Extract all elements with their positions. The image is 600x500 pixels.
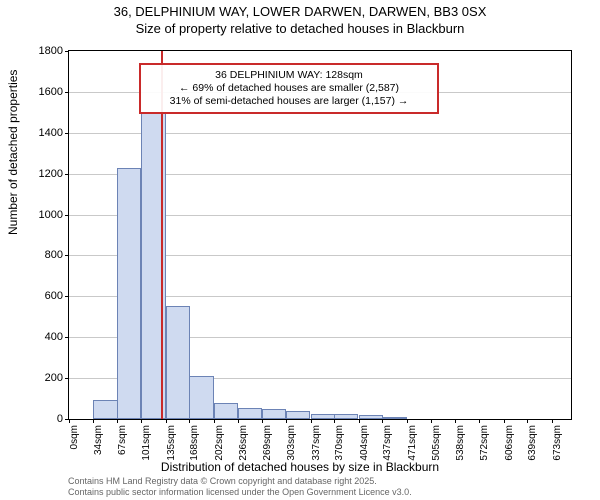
xtick-mark bbox=[334, 419, 335, 423]
xtick-label: 538sqm bbox=[455, 425, 466, 461]
xtick-mark bbox=[286, 419, 287, 423]
histogram-bar bbox=[286, 411, 310, 419]
xtick-mark bbox=[407, 419, 408, 423]
x-axis-label: Distribution of detached houses by size … bbox=[0, 460, 600, 474]
chart-title: 36, DELPHINIUM WAY, LOWER DARWEN, DARWEN… bbox=[0, 0, 600, 38]
title-line2: Size of property relative to detached ho… bbox=[0, 21, 600, 38]
histogram-bar bbox=[214, 403, 238, 419]
histogram-plot: 36 DELPHINIUM WAY: 128sqm ← 69% of detac… bbox=[68, 50, 572, 420]
xtick-label: 67sqm bbox=[117, 425, 128, 455]
xtick-label: 202sqm bbox=[214, 425, 225, 461]
histogram-bar bbox=[166, 306, 190, 419]
histogram-bar bbox=[238, 408, 262, 419]
xtick-label: 505sqm bbox=[431, 425, 442, 461]
xtick-mark bbox=[504, 419, 505, 423]
ytick-label: 800 bbox=[45, 249, 63, 261]
xtick-mark bbox=[189, 419, 190, 423]
footer-attribution: Contains HM Land Registry data © Crown c… bbox=[68, 476, 412, 498]
xtick-label: 639sqm bbox=[527, 425, 538, 461]
xtick-mark bbox=[479, 419, 480, 423]
xtick-mark bbox=[166, 419, 167, 423]
info-line1: 36 DELPHINIUM WAY: 128sqm bbox=[149, 69, 429, 82]
histogram-bar bbox=[189, 376, 213, 419]
ytick-label: 1000 bbox=[39, 209, 63, 221]
xtick-label: 471sqm bbox=[407, 425, 418, 461]
xtick-mark bbox=[69, 419, 70, 423]
xtick-label: 0sqm bbox=[69, 425, 80, 449]
xtick-mark bbox=[117, 419, 118, 423]
ytick-label: 600 bbox=[45, 290, 63, 302]
xtick-label: 606sqm bbox=[504, 425, 515, 461]
ytick-label: 0 bbox=[57, 413, 63, 425]
xtick-label: 404sqm bbox=[359, 425, 370, 461]
xtick-label: 303sqm bbox=[286, 425, 297, 461]
histogram-bar bbox=[117, 168, 141, 419]
ytick-label: 1400 bbox=[39, 127, 63, 139]
xtick-mark bbox=[93, 419, 94, 423]
xtick-label: 168sqm bbox=[189, 425, 200, 461]
reference-info-box: 36 DELPHINIUM WAY: 128sqm ← 69% of detac… bbox=[139, 63, 439, 114]
histogram-bar bbox=[359, 415, 383, 419]
xtick-label: 236sqm bbox=[238, 425, 249, 461]
xtick-label: 135sqm bbox=[166, 425, 177, 461]
xtick-label: 269sqm bbox=[262, 425, 273, 461]
histogram-bar bbox=[382, 417, 406, 419]
info-line2: ← 69% of detached houses are smaller (2,… bbox=[149, 82, 429, 95]
histogram-bar bbox=[311, 414, 335, 419]
footer-line2: Contains public sector information licen… bbox=[68, 487, 412, 498]
histogram-bar bbox=[93, 400, 117, 419]
xtick-label: 101sqm bbox=[141, 425, 152, 461]
xtick-mark bbox=[238, 419, 239, 423]
histogram-bar bbox=[334, 414, 358, 419]
footer-line1: Contains HM Land Registry data © Crown c… bbox=[68, 476, 412, 487]
info-line3: 31% of semi-detached houses are larger (… bbox=[149, 95, 429, 108]
xtick-mark bbox=[552, 419, 553, 423]
xtick-mark bbox=[455, 419, 456, 423]
ytick-label: 200 bbox=[45, 372, 63, 384]
xtick-mark bbox=[359, 419, 360, 423]
ytick-label: 1200 bbox=[39, 168, 63, 180]
xtick-label: 437sqm bbox=[382, 425, 393, 461]
ytick-label: 400 bbox=[45, 331, 63, 343]
title-line1: 36, DELPHINIUM WAY, LOWER DARWEN, DARWEN… bbox=[0, 4, 600, 21]
xtick-mark bbox=[214, 419, 215, 423]
ytick-label: 1600 bbox=[39, 86, 63, 98]
xtick-mark bbox=[382, 419, 383, 423]
xtick-label: 673sqm bbox=[552, 425, 563, 461]
y-axis-label: Number of detached properties bbox=[6, 70, 20, 235]
xtick-mark bbox=[141, 419, 142, 423]
xtick-label: 337sqm bbox=[311, 425, 322, 461]
xtick-mark bbox=[431, 419, 432, 423]
xtick-mark bbox=[527, 419, 528, 423]
xtick-mark bbox=[262, 419, 263, 423]
xtick-label: 572sqm bbox=[479, 425, 490, 461]
xtick-mark bbox=[311, 419, 312, 423]
xtick-label: 34sqm bbox=[93, 425, 104, 455]
ytick-label: 1800 bbox=[39, 45, 63, 57]
histogram-bar bbox=[262, 409, 286, 419]
xtick-label: 370sqm bbox=[334, 425, 345, 461]
